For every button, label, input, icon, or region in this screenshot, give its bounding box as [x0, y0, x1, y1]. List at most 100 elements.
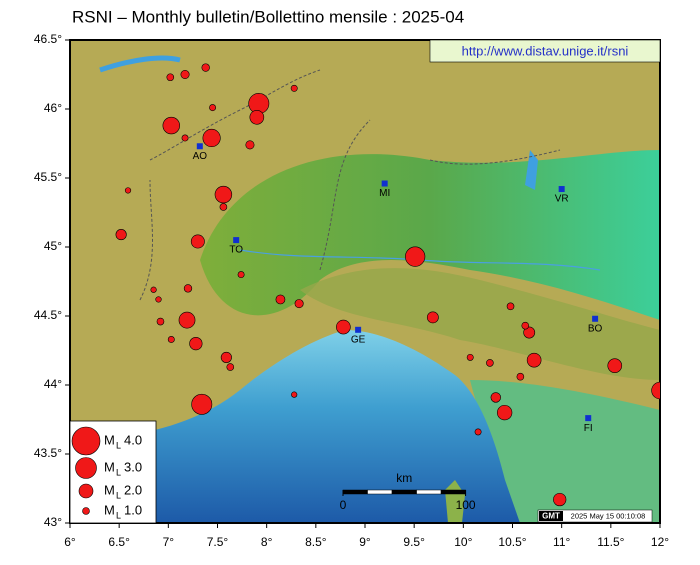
legend-sub: L	[116, 440, 121, 450]
x-tick-label: 10°	[454, 535, 472, 549]
scale-segment	[416, 489, 442, 495]
scale-unit: km	[396, 471, 412, 485]
event	[183, 284, 193, 293]
event	[181, 134, 189, 142]
event	[405, 246, 426, 267]
event	[124, 187, 132, 194]
city-label: AO	[193, 151, 208, 162]
event	[245, 140, 255, 150]
timestamp-logo: GMT	[542, 512, 560, 521]
legend-symbol	[82, 507, 90, 515]
border	[139, 69, 561, 301]
event	[190, 234, 205, 249]
scale-segment	[440, 489, 466, 495]
city-marker	[558, 186, 565, 193]
y-tick-label: 43.5°	[34, 446, 62, 460]
event	[189, 337, 203, 351]
city-label: VR	[555, 194, 569, 205]
legend-m: M	[104, 459, 115, 474]
legend-symbol	[75, 457, 97, 479]
event	[523, 326, 536, 339]
event	[490, 392, 501, 403]
y-tick-label: 44°	[44, 377, 62, 391]
x-tick-label: 8.5°	[305, 535, 327, 549]
sea	[70, 330, 520, 523]
po-plain	[200, 150, 660, 320]
event	[178, 311, 196, 329]
x-tick-label: 9°	[359, 535, 371, 549]
legend-sub: L	[116, 467, 121, 477]
legend-m: M	[104, 502, 115, 517]
event	[226, 363, 235, 371]
scale-label: 0	[340, 498, 347, 512]
timestamp: 2025 May 15 00:10:08	[571, 511, 646, 520]
event	[291, 391, 298, 398]
event	[426, 311, 439, 324]
event	[336, 319, 351, 335]
event	[496, 404, 513, 421]
event	[155, 296, 162, 303]
city-marker	[233, 237, 240, 244]
event	[191, 393, 213, 415]
event	[202, 128, 221, 148]
event	[220, 351, 232, 363]
legend-label: 3.0	[124, 459, 142, 474]
event	[115, 229, 127, 241]
x-tick-label: 12°	[651, 535, 669, 549]
events	[115, 63, 660, 507]
scale-label: 100	[456, 498, 476, 512]
event	[474, 428, 482, 436]
city-label: GE	[351, 334, 366, 345]
event	[506, 302, 515, 311]
city-marker	[381, 180, 388, 187]
overlay: AO MI VR TO GE BO FI	[115, 63, 660, 507]
y-tick-label: 46°	[44, 101, 62, 115]
url[interactable]: http://www.distav.unige.it/rsni	[462, 43, 629, 58]
terrain	[70, 40, 660, 523]
scale-segment	[342, 489, 368, 495]
city-marker	[196, 143, 203, 150]
event	[651, 381, 660, 400]
y-tick-label: 43°	[44, 515, 62, 529]
x-tick-label: 8°	[261, 535, 273, 549]
event	[249, 109, 265, 125]
scale-segment	[367, 489, 393, 495]
event	[516, 372, 525, 381]
event	[290, 84, 298, 92]
legend-symbol	[71, 426, 101, 456]
x-tick-label: 9.5°	[403, 535, 425, 549]
event	[486, 359, 494, 367]
legend-m: M	[104, 432, 115, 447]
x-tick-label: 11°	[553, 535, 570, 549]
event	[237, 271, 245, 279]
legend-m: M	[104, 482, 115, 497]
y-tick-label: 46.5°	[34, 32, 62, 46]
tuscany	[470, 380, 660, 523]
scale-segment	[391, 489, 417, 495]
city-label: TO	[229, 245, 243, 256]
city-marker	[355, 326, 362, 333]
lake	[99, 55, 181, 73]
logo-bg	[539, 511, 563, 521]
city-label: MI	[379, 188, 390, 199]
lake	[525, 150, 538, 190]
apennines	[300, 268, 660, 380]
event	[521, 321, 530, 330]
event	[201, 63, 210, 72]
event	[294, 299, 304, 309]
city-label: FI	[584, 423, 593, 434]
event	[607, 358, 623, 373]
x-tick-label: 6.5°	[108, 535, 130, 549]
city-label: BO	[588, 323, 603, 334]
legend-label: 2.0	[124, 482, 142, 497]
title: RSNI – Monthly bulletin/Bollettino mensi…	[72, 7, 464, 26]
legend-sub: L	[116, 510, 121, 520]
url-box	[429, 39, 661, 63]
event	[150, 286, 157, 293]
legend-label: 1.0	[124, 502, 142, 517]
x-tick-label: 11.5°	[597, 535, 624, 549]
y-tick-label: 44.5°	[34, 308, 62, 322]
event	[166, 73, 175, 82]
event	[156, 317, 165, 326]
